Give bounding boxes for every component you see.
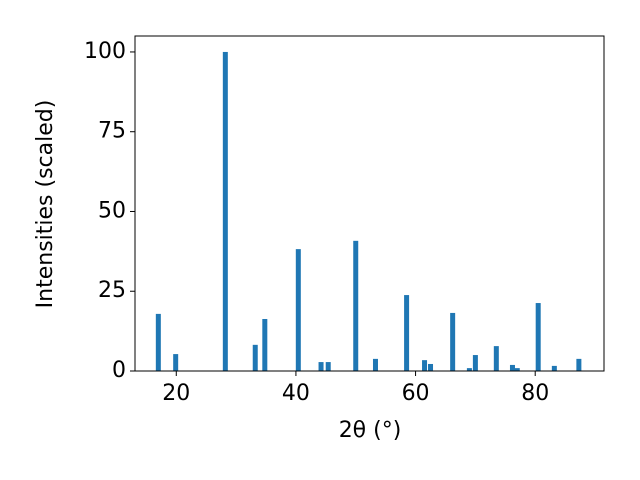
bar bbox=[514, 368, 520, 371]
y-axis-label: Intensities (scaled) bbox=[33, 100, 58, 309]
bar bbox=[325, 362, 331, 371]
bar bbox=[535, 303, 541, 371]
bar bbox=[262, 318, 268, 371]
y-tick-label: 0 bbox=[112, 358, 126, 383]
x-axis-label: 2θ (°) bbox=[339, 418, 402, 443]
y-tick-label: 75 bbox=[98, 119, 126, 144]
bar bbox=[472, 355, 478, 371]
bar bbox=[466, 368, 472, 371]
x-tick-label: 60 bbox=[402, 381, 430, 406]
bar bbox=[295, 249, 301, 371]
y-tick-label: 50 bbox=[98, 198, 126, 223]
bar bbox=[493, 346, 499, 371]
x-tick-label: 20 bbox=[162, 381, 190, 406]
bar bbox=[353, 240, 359, 371]
bar bbox=[576, 358, 582, 371]
y-tick-label: 25 bbox=[98, 278, 126, 303]
bar bbox=[551, 365, 557, 371]
y-tick-label: 100 bbox=[84, 39, 126, 64]
bar bbox=[252, 344, 258, 371]
bar bbox=[422, 360, 428, 371]
bar bbox=[450, 312, 456, 371]
bar bbox=[222, 51, 228, 371]
bar bbox=[318, 362, 324, 371]
x-tick-label: 80 bbox=[521, 381, 549, 406]
bar bbox=[372, 358, 378, 371]
x-tick-label: 40 bbox=[282, 381, 310, 406]
bar bbox=[428, 363, 434, 371]
bar bbox=[155, 313, 161, 371]
bar bbox=[509, 364, 515, 371]
bar bbox=[404, 295, 410, 371]
bar bbox=[173, 354, 179, 371]
plot-frame bbox=[134, 35, 605, 372]
